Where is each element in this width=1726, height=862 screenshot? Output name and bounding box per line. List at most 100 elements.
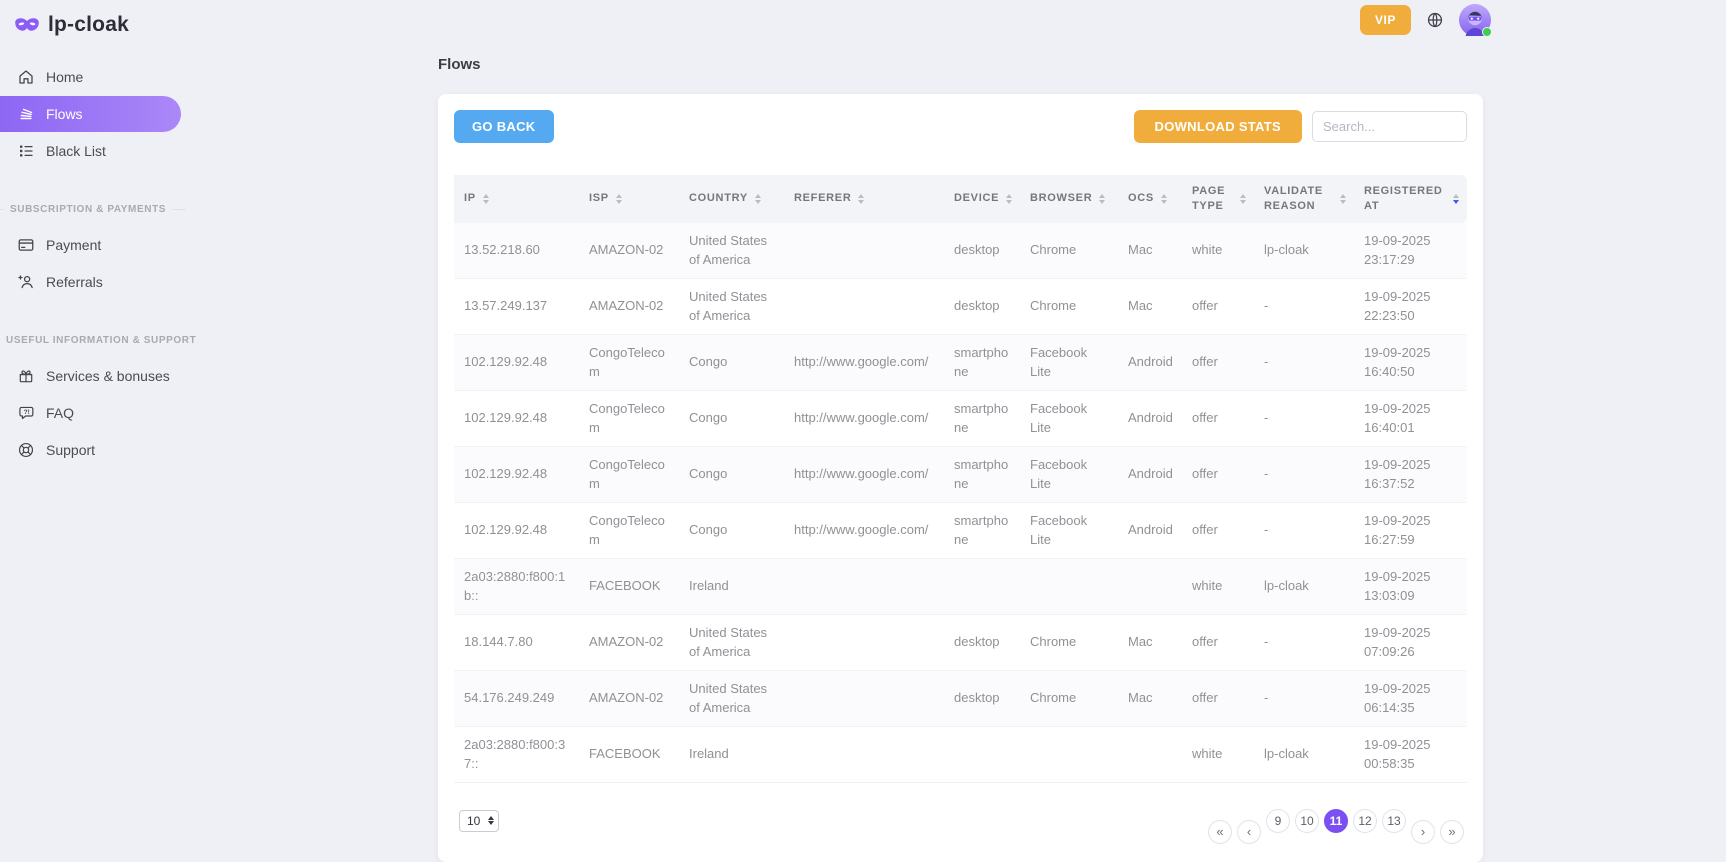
sort-icon (1099, 193, 1106, 204)
search-input[interactable] (1312, 111, 1467, 142)
sidebar-item[interactable]: Support (0, 432, 200, 468)
cell-page-type: offer (1182, 334, 1254, 391)
sidebar-item-label: Payment (46, 237, 102, 253)
sidebar-item[interactable]: Home (0, 59, 200, 95)
column-header[interactable]: IP (454, 175, 579, 223)
download-stats-button[interactable]: DOWNLOAD STATS (1133, 110, 1302, 143)
column-header[interactable]: Validate reason (1254, 175, 1354, 223)
brand-logo[interactable]: lp-cloak (0, 0, 200, 37)
cell-page-type: white (1182, 222, 1254, 279)
cell-validate-reason: - (1254, 278, 1354, 335)
sidebar-item-label: FAQ (46, 405, 75, 421)
cell-isp: CongoTelecom (579, 446, 679, 503)
cell-browser: Facebook Lite (1020, 446, 1118, 503)
cell-validate-reason: lp-cloak (1254, 222, 1354, 279)
table-row: 2a03:2880:f800:37:: FACEBOOK Ireland whi… (454, 726, 1467, 783)
main-content: Flows GO BACK DOWNLOAD STATS IP (438, 56, 1483, 862)
cell-country: United States of America (679, 278, 784, 335)
sidebar-item[interactable]: Payment (0, 227, 200, 263)
column-label: Country (689, 192, 748, 205)
column-header[interactable]: Device (944, 175, 1020, 223)
user-avatar[interactable] (1458, 4, 1492, 37)
column-header[interactable]: OCS (1118, 175, 1182, 223)
cell-device: smartphone (944, 446, 1020, 503)
blacklist-icon (17, 142, 35, 160)
column-header[interactable]: Country (679, 175, 784, 223)
pagination-button[interactable]: 12 (1353, 808, 1377, 833)
sidebar-item[interactable]: Black List (0, 133, 200, 169)
pagination-button[interactable]: › (1411, 819, 1435, 844)
sort-icon (1160, 193, 1167, 204)
pagination-button[interactable]: 13 (1382, 808, 1406, 833)
toolbar: GO BACK DOWNLOAD STATS (454, 110, 1467, 143)
sidebar-item-label: Services & bonuses (46, 368, 170, 384)
cell-referer (784, 614, 944, 671)
cell-ip: 102.129.92.48 (454, 446, 579, 503)
sidebar-nav: Home Flows Black List Subscription & pay… (0, 59, 200, 468)
sort-icon (1006, 193, 1013, 204)
pagination-button[interactable]: » (1440, 819, 1464, 844)
cell-country: United States of America (679, 614, 784, 671)
cell-isp: CongoTelecom (579, 334, 679, 391)
go-back-button[interactable]: GO BACK (454, 110, 554, 143)
pagination: « ‹ 9 10 11 12 13 › (1208, 798, 1464, 844)
cell-device (944, 558, 1020, 615)
cell-browser: Chrome (1020, 278, 1118, 335)
referrals-icon (17, 273, 35, 291)
cell-page-type: white (1182, 726, 1254, 783)
cell-referer: http://www.google.com/ (784, 446, 944, 503)
mask-logo-icon (14, 15, 40, 35)
cell-browser (1020, 558, 1118, 615)
cell-ocs: Android (1118, 502, 1182, 559)
cell-device: smartphone (944, 390, 1020, 447)
cell-page-type: offer (1182, 502, 1254, 559)
pagination-button[interactable]: 9 (1266, 808, 1290, 833)
pagination-button[interactable]: « (1208, 819, 1232, 844)
sidebar-item-label: Flows (46, 106, 83, 122)
cell-ip: 18.144.7.80 (454, 614, 579, 671)
cell-device: smartphone (944, 334, 1020, 391)
svg-text:?!: ?! (24, 409, 30, 416)
cell-browser: Chrome (1020, 614, 1118, 671)
table-row: 102.129.92.48 CongoTelecom Congo http://… (454, 502, 1467, 559)
cell-ocs (1118, 558, 1182, 615)
cell-page-type: offer (1182, 670, 1254, 727)
column-header[interactable]: Registered at (1354, 175, 1467, 223)
vip-badge[interactable]: VIP (1360, 5, 1411, 35)
cell-page-type: offer (1182, 390, 1254, 447)
pagination-button[interactable]: 11 (1324, 808, 1348, 833)
column-header[interactable]: Referer (784, 175, 944, 223)
cell-browser: Facebook Lite (1020, 334, 1118, 391)
sidebar-section-label: Subscription & payments (0, 204, 200, 215)
cell-ocs: Mac (1118, 670, 1182, 727)
sidebar-item[interactable]: Services & bonuses (0, 358, 200, 394)
cell-country: Congo (679, 334, 784, 391)
column-header[interactable]: ISP (579, 175, 679, 223)
sidebar-item[interactable]: Flows (0, 96, 181, 132)
sidebar-item[interactable]: Referrals (0, 264, 200, 300)
cell-registered-at: 19-09-2025 16:37:52 (1354, 446, 1467, 503)
column-header[interactable]: Page type (1182, 175, 1254, 223)
sidebar-item-label: Support (46, 442, 96, 458)
cell-validate-reason: - (1254, 390, 1354, 447)
cell-country: Congo (679, 446, 784, 503)
column-label: ISP (589, 192, 609, 205)
pagination-button[interactable]: ‹ (1237, 819, 1261, 844)
cell-validate-reason: - (1254, 334, 1354, 391)
cell-browser: Facebook Lite (1020, 390, 1118, 447)
cell-ocs: Mac (1118, 222, 1182, 279)
cell-isp: FACEBOOK (579, 726, 679, 783)
cell-validate-reason: - (1254, 502, 1354, 559)
cell-validate-reason: - (1254, 446, 1354, 503)
pagination-button[interactable]: 10 (1295, 808, 1319, 833)
sidebar-item[interactable]: ?! FAQ (0, 395, 200, 431)
column-header[interactable]: Browser (1020, 175, 1118, 223)
nav-group-payments: Payment Referrals (0, 227, 200, 300)
page-size-select[interactable]: 10 (459, 809, 499, 832)
cell-page-type: offer (1182, 446, 1254, 503)
table-body: 13.52.218.60 AMAZON-02 United States of … (454, 222, 1467, 783)
cell-country: United States of America (679, 222, 784, 279)
language-globe-icon[interactable] (1426, 11, 1444, 29)
cell-ocs: Android (1118, 390, 1182, 447)
cell-registered-at: 19-09-2025 22:23:50 (1354, 278, 1467, 335)
